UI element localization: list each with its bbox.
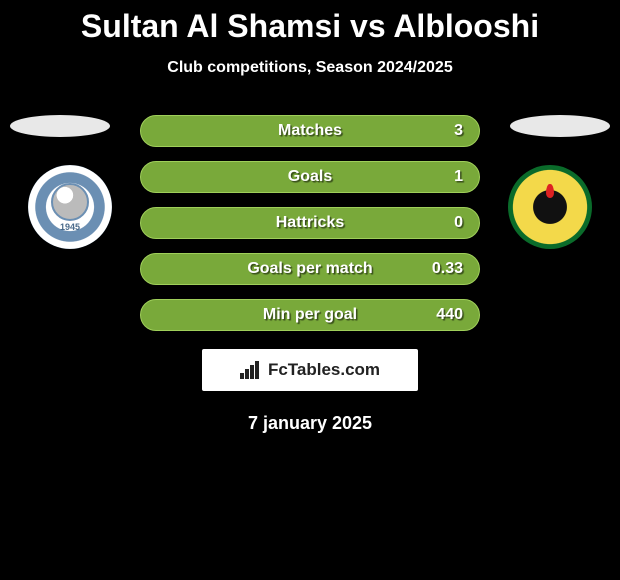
club-crest-right — [508, 165, 592, 249]
crest-year: 1945 — [60, 222, 80, 232]
club-crest-left: 1945 — [28, 165, 112, 249]
player-base-left — [10, 115, 110, 137]
stat-list: Matches 3 Goals 1 Hattricks 0 Goals per … — [140, 115, 480, 331]
stat-row: Min per goal 440 — [140, 299, 480, 331]
stat-value: 440 — [436, 306, 463, 324]
stat-row: Goals 1 — [140, 161, 480, 193]
stat-label: Min per goal — [263, 306, 357, 324]
stat-value: 0 — [454, 214, 463, 232]
comparison-panel: 1945 Matches 3 Goals 1 Hattricks 0 Goals… — [0, 115, 620, 434]
stat-value: 1 — [454, 168, 463, 186]
footer-date: 7 january 2025 — [0, 413, 620, 434]
stat-label: Matches — [278, 122, 342, 140]
stat-label: Goals per match — [247, 260, 372, 278]
stat-value: 0.33 — [432, 260, 463, 278]
brand-box: FcTables.com — [202, 349, 418, 391]
ball-icon — [51, 183, 89, 221]
stat-value: 3 — [454, 122, 463, 140]
bar-chart-icon — [240, 361, 262, 379]
page-subtitle: Club competitions, Season 2024/2025 — [0, 59, 620, 77]
stat-label: Hattricks — [276, 214, 344, 232]
player-base-right — [510, 115, 610, 137]
stat-row: Goals per match 0.33 — [140, 253, 480, 285]
brand-text: FcTables.com — [268, 360, 380, 380]
stat-row: Matches 3 — [140, 115, 480, 147]
stat-label: Goals — [288, 168, 332, 186]
page-title: Sultan Al Shamsi vs Alblooshi — [0, 0, 620, 45]
flame-icon — [546, 184, 554, 198]
stat-row: Hattricks 0 — [140, 207, 480, 239]
